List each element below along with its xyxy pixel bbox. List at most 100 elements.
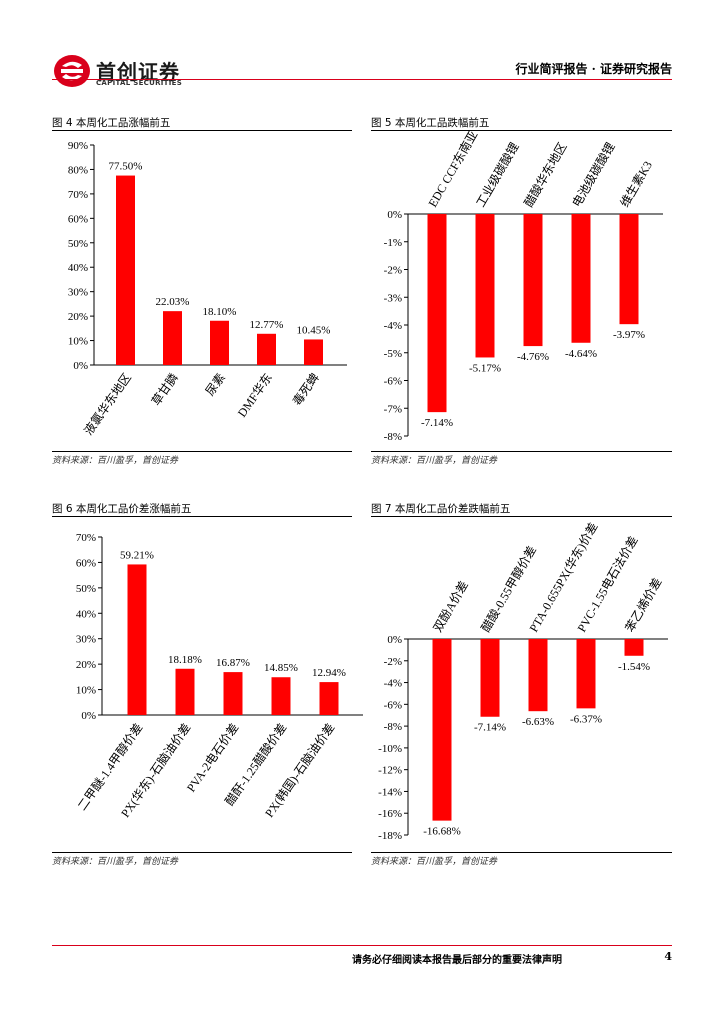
fig5-category-label: 醋酸华东地区 xyxy=(521,140,570,210)
fig7-bar xyxy=(624,639,644,656)
fig6-y-tick-label: 0% xyxy=(81,710,96,722)
fig7-y-tick-label: -2% xyxy=(384,656,402,668)
fig5-data-label: -4.64% xyxy=(565,348,597,360)
fig6-bar xyxy=(223,672,243,715)
fig6-y-tick-label: 40% xyxy=(76,608,96,620)
fig6-y-tick-label: 60% xyxy=(76,557,96,569)
fig5-y-tick-label: -1% xyxy=(384,237,402,249)
fig4-data-label: 18.10% xyxy=(203,306,237,318)
fig6-y-tick-label: 70% xyxy=(76,532,96,544)
fig7-bottom-rule xyxy=(371,852,672,853)
fig5-source: 资料来源：百川盈孚，首创证券 xyxy=(371,456,498,466)
fig4-y-tick-label: 80% xyxy=(68,164,88,176)
fig6-data-label: 18.18% xyxy=(168,654,202,666)
fig4-y-tick-label: 50% xyxy=(68,238,88,250)
fig6-source: 资料来源：百川盈孚，首创证券 xyxy=(52,857,179,867)
fig5-category-label: 电池级碳酸锂 xyxy=(569,140,618,210)
fig4-y-tick-label: 90% xyxy=(68,140,88,152)
fig7-bar xyxy=(432,639,452,821)
fig7-y-tick-label: -4% xyxy=(384,678,402,690)
fig7-data-label: -16.68% xyxy=(423,826,461,838)
fig4-category-label: 尿素 xyxy=(203,371,228,399)
fig5-title: 图 5 本周化工品跌幅前五 xyxy=(371,117,490,129)
fig5-bar xyxy=(523,214,543,347)
fig6-bar xyxy=(319,682,339,715)
fig4-bar xyxy=(163,311,182,365)
fig7-bar xyxy=(576,639,596,709)
footer-divider xyxy=(52,945,672,946)
fig4-y-tick-label: 20% xyxy=(68,311,88,323)
fig7-y-tick-label: -10% xyxy=(378,743,402,755)
fig6-bar xyxy=(271,677,291,715)
fig5-y-tick-label: 0% xyxy=(387,209,402,221)
fig4-bar xyxy=(304,339,323,365)
fig6-title: 图 6 本周化工品价差涨幅前五 xyxy=(52,503,192,515)
fig5-bar xyxy=(619,214,639,325)
fig5-y-tick-label: -6% xyxy=(384,376,402,388)
fig7-data-label: -7.14% xyxy=(474,722,506,734)
fig5-chart: 0% -1% -2% -3% -4% -5% -6% -7% -8% -7.14% EDC CCF东… xyxy=(384,128,663,443)
fig4-bottom-rule xyxy=(52,451,352,452)
fig4-bar xyxy=(257,333,276,365)
fig4-category-label: 草甘膦 xyxy=(148,370,181,408)
report-type: 行业简评报告 · 证券研究报告 xyxy=(515,62,672,76)
fig4-data-label: 77.50% xyxy=(109,161,143,173)
fig7-data-label: -6.63% xyxy=(522,716,554,728)
fig7-category-label: 苯乙烯价差 xyxy=(622,576,664,635)
header-divider xyxy=(52,79,672,80)
fig6-top-rule xyxy=(52,516,352,517)
fig5-y-tick-label: -3% xyxy=(384,292,402,304)
fig6-data-label: 59.21% xyxy=(120,549,154,561)
fig7-data-label: -1.54% xyxy=(618,661,650,673)
fig7-top-rule xyxy=(371,516,672,517)
brand-name-en: CAPITAL SECURITIES xyxy=(96,79,183,87)
fig5-y-tick-label: -7% xyxy=(384,403,402,415)
fig4-category-label: 毒死蜱 xyxy=(289,370,322,408)
fig4-source: 资料来源：百川盈孚，首创证券 xyxy=(52,456,179,466)
fig7-y-tick-label: -14% xyxy=(378,786,402,798)
fig4-title: 图 4 本周化工品涨幅前五 xyxy=(52,117,171,129)
fig4-category-label: DMF华东 xyxy=(235,371,275,420)
page-number: 4 xyxy=(664,950,672,963)
fig5-top-rule xyxy=(371,130,672,131)
fig6-chart: 0%10%20%30%40%50%60%70%59.21%二甲醚-1.4甲醇价差… xyxy=(74,532,363,820)
fig6-data-label: 16.87% xyxy=(216,657,250,669)
fig5-data-label: -7.14% xyxy=(421,417,453,429)
fig5-category-label: 工业级碳酸锂 xyxy=(473,140,522,210)
fig4-data-label: 22.03% xyxy=(156,296,190,308)
fig5-category-label: EDC CCF东南亚 xyxy=(425,128,481,210)
fig7-category-label: 双酚A价差 xyxy=(430,578,470,634)
fig5-bar xyxy=(427,214,447,413)
fig4-chart: 0% 10% 20% 30% 40% 50% 60% 70% 80% 90% 77.50% 液氯华东地… xyxy=(68,140,347,438)
fig5-category-label: 维生素K3 xyxy=(617,159,654,210)
fig7-y-tick-label: -16% xyxy=(378,808,402,820)
fig4-y-tick-label: 40% xyxy=(68,262,88,274)
fig7-y-tick-label: -12% xyxy=(378,765,402,777)
fig5-y-tick-label: -5% xyxy=(384,348,402,360)
fig5-data-label: -5.17% xyxy=(469,362,501,374)
fig7-source: 资料来源：百川盈孚，首创证券 xyxy=(371,857,498,867)
fig4-bar xyxy=(116,175,135,365)
brand-name: 首创证券 xyxy=(96,60,180,84)
fig7-y-tick-label: -6% xyxy=(384,699,402,711)
fig6-y-tick-label: 20% xyxy=(76,659,96,671)
fig5-y-tick-label: -8% xyxy=(384,431,402,443)
fig7-bar xyxy=(528,639,548,712)
fig5-y-tick-label: -2% xyxy=(384,265,402,277)
fig7-bar xyxy=(480,639,500,717)
fig6-data-label: 14.85% xyxy=(264,662,298,674)
fig5-data-label: -3.97% xyxy=(613,329,645,341)
fig5-y-tick-label: -4% xyxy=(384,320,402,332)
footer-disclaimer: 请务必仔细阅读本报告最后部分的重要法律声明 xyxy=(352,955,562,966)
fig7-y-tick-label: -18% xyxy=(378,830,402,842)
fig4-bar xyxy=(210,320,229,365)
fig5-bar xyxy=(475,214,495,358)
fig4-data-label: 12.77% xyxy=(250,319,284,331)
fig4-y-tick-label: 30% xyxy=(68,287,88,299)
fig4-y-tick-label: 70% xyxy=(68,189,88,201)
fig7-y-tick-label: -8% xyxy=(384,721,402,733)
fig6-y-tick-label: 10% xyxy=(76,685,96,697)
fig5-bar xyxy=(571,214,591,343)
fig6-y-tick-label: 30% xyxy=(76,634,96,646)
fig5-data-label: -4.76% xyxy=(517,351,549,363)
